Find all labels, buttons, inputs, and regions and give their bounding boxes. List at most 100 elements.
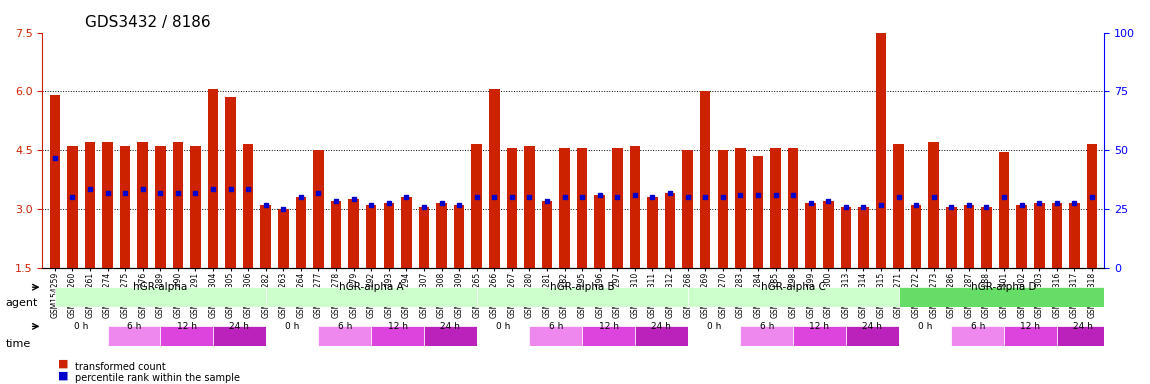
Bar bbox=[805, 203, 816, 268]
Bar bbox=[951, 326, 1004, 366]
Bar bbox=[542, 201, 552, 268]
Bar bbox=[858, 207, 868, 268]
Bar bbox=[999, 152, 1010, 268]
Text: 24 h: 24 h bbox=[651, 322, 672, 331]
Text: 12 h: 12 h bbox=[1020, 322, 1041, 331]
Bar bbox=[735, 148, 745, 268]
Bar bbox=[630, 146, 641, 268]
Bar bbox=[1087, 144, 1097, 268]
Bar bbox=[348, 199, 359, 268]
Text: 24 h: 24 h bbox=[1073, 322, 1094, 331]
Text: 12 h: 12 h bbox=[177, 322, 197, 331]
Text: 0 h: 0 h bbox=[285, 322, 299, 331]
Text: 6 h: 6 h bbox=[338, 322, 352, 331]
Text: 12 h: 12 h bbox=[388, 322, 407, 331]
Bar bbox=[401, 197, 412, 268]
Bar bbox=[524, 146, 535, 268]
Bar bbox=[102, 142, 113, 268]
Bar bbox=[489, 89, 499, 268]
Bar bbox=[85, 142, 95, 268]
Bar bbox=[260, 205, 271, 268]
Text: percentile rank within the sample: percentile rank within the sample bbox=[75, 373, 239, 383]
Bar bbox=[981, 207, 991, 268]
Bar bbox=[612, 148, 622, 268]
Bar bbox=[366, 205, 376, 268]
Text: 6 h: 6 h bbox=[549, 322, 564, 331]
Bar bbox=[472, 144, 482, 268]
Text: 6 h: 6 h bbox=[126, 322, 141, 331]
Bar bbox=[1034, 203, 1044, 268]
Bar bbox=[928, 142, 940, 268]
Bar bbox=[371, 326, 424, 366]
Bar bbox=[266, 287, 477, 326]
Bar bbox=[454, 205, 465, 268]
Bar bbox=[107, 326, 160, 366]
Bar bbox=[266, 326, 319, 366]
Bar bbox=[208, 89, 218, 268]
Bar bbox=[770, 148, 781, 268]
Bar bbox=[137, 142, 148, 268]
Bar bbox=[964, 205, 974, 268]
Bar bbox=[688, 287, 898, 326]
Bar bbox=[1051, 203, 1063, 268]
Bar bbox=[665, 193, 675, 268]
Bar bbox=[898, 326, 951, 366]
Bar bbox=[841, 207, 851, 268]
Bar bbox=[595, 195, 605, 268]
Bar bbox=[319, 326, 371, 366]
Bar bbox=[120, 146, 130, 268]
Bar bbox=[682, 150, 693, 268]
Bar bbox=[823, 201, 834, 268]
Bar bbox=[278, 209, 289, 268]
Text: 24 h: 24 h bbox=[862, 322, 882, 331]
Text: transformed count: transformed count bbox=[75, 362, 166, 372]
Bar bbox=[911, 205, 921, 268]
Text: GDS3432 / 8186: GDS3432 / 8186 bbox=[85, 15, 210, 30]
Text: hGR-alpha B: hGR-alpha B bbox=[550, 282, 614, 292]
Bar bbox=[55, 287, 266, 326]
Text: 0 h: 0 h bbox=[74, 322, 89, 331]
Bar bbox=[424, 326, 477, 366]
Bar bbox=[700, 91, 711, 268]
Bar bbox=[296, 197, 306, 268]
Bar bbox=[477, 326, 529, 366]
Bar bbox=[582, 326, 635, 366]
Bar bbox=[313, 150, 324, 268]
Text: ■: ■ bbox=[58, 359, 68, 369]
Bar bbox=[1004, 326, 1057, 366]
Bar bbox=[718, 150, 728, 268]
Bar bbox=[225, 97, 236, 268]
Bar bbox=[243, 144, 253, 268]
Bar bbox=[160, 326, 213, 366]
Bar bbox=[419, 207, 429, 268]
Bar bbox=[529, 326, 582, 366]
Bar bbox=[1057, 326, 1110, 366]
Text: hGR-alpha: hGR-alpha bbox=[133, 282, 187, 292]
Text: 12 h: 12 h bbox=[810, 322, 829, 331]
Bar bbox=[1017, 205, 1027, 268]
Bar bbox=[383, 203, 394, 268]
Text: ■: ■ bbox=[58, 370, 68, 380]
Bar bbox=[49, 95, 60, 268]
Text: 24 h: 24 h bbox=[440, 322, 460, 331]
Text: 0 h: 0 h bbox=[918, 322, 933, 331]
Text: hGR-alpha D: hGR-alpha D bbox=[972, 282, 1037, 292]
Bar bbox=[331, 201, 342, 268]
Bar bbox=[67, 146, 78, 268]
Bar bbox=[898, 287, 1110, 326]
Bar bbox=[55, 326, 107, 366]
Text: time: time bbox=[6, 339, 31, 349]
Bar bbox=[788, 148, 798, 268]
Text: hGR-alpha A: hGR-alpha A bbox=[339, 282, 404, 292]
Bar bbox=[506, 148, 518, 268]
Bar bbox=[477, 287, 688, 326]
Bar bbox=[213, 326, 266, 366]
Bar bbox=[635, 326, 688, 366]
Bar bbox=[172, 142, 183, 268]
Bar bbox=[894, 144, 904, 268]
Bar bbox=[436, 203, 447, 268]
Bar bbox=[190, 146, 201, 268]
Text: hGR-alpha C: hGR-alpha C bbox=[760, 282, 826, 292]
Bar bbox=[946, 207, 957, 268]
Text: 24 h: 24 h bbox=[230, 322, 250, 331]
